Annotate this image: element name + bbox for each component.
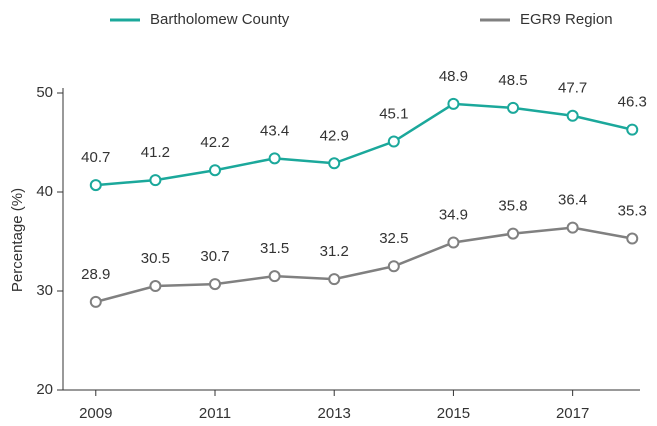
legend-label: EGR9 Region (520, 11, 613, 28)
point (149, 174, 162, 187)
value-label: 30.7 (200, 248, 229, 265)
y-axis-label: Percentage (%) (9, 188, 26, 292)
value-label: 31.5 (260, 240, 289, 257)
point (626, 123, 639, 136)
value-label: 43.4 (260, 122, 289, 139)
value-label: 42.2 (200, 134, 229, 151)
y-tick-label: 40 (36, 183, 53, 200)
x-tick-label: 2013 (318, 405, 351, 422)
value-label: 28.9 (81, 266, 110, 283)
value-label: 42.9 (320, 127, 349, 144)
point (447, 97, 460, 110)
point (208, 278, 221, 291)
point (89, 295, 102, 308)
point (268, 152, 281, 165)
value-label: 32.5 (379, 230, 408, 247)
point (507, 101, 520, 114)
point (566, 221, 579, 234)
point (387, 260, 400, 273)
value-label: 41.2 (141, 144, 170, 161)
series-line (95, 226, 633, 304)
point (268, 270, 281, 283)
value-label: 47.7 (558, 80, 587, 97)
x-tick-label: 2015 (437, 405, 470, 422)
value-label: 30.5 (141, 250, 170, 267)
point (626, 232, 639, 245)
value-label: 48.5 (498, 72, 527, 89)
value-label: 35.3 (618, 202, 647, 219)
point (566, 109, 579, 122)
point (149, 280, 162, 293)
legend-label: Bartholomew County (150, 11, 290, 28)
y-tick-label: 30 (36, 282, 53, 299)
value-label: 46.3 (618, 94, 647, 111)
value-label: 34.9 (439, 206, 468, 223)
point (208, 164, 221, 177)
point (447, 236, 460, 249)
value-label: 48.9 (439, 68, 468, 85)
value-label: 31.2 (320, 243, 349, 260)
value-label: 40.7 (81, 149, 110, 166)
point (89, 179, 102, 192)
value-label: 36.4 (558, 192, 587, 209)
point (328, 157, 341, 170)
point (328, 273, 341, 286)
x-tick-label: 2017 (556, 405, 589, 422)
point (387, 135, 400, 148)
x-tick-label: 2009 (79, 405, 112, 422)
y-tick-label: 20 (36, 381, 53, 398)
value-label: 35.8 (498, 198, 527, 215)
point (507, 227, 520, 240)
series-line (95, 102, 633, 187)
x-tick-label: 2011 (199, 405, 231, 422)
value-label: 45.1 (379, 105, 408, 122)
y-tick-label: 50 (36, 84, 53, 101)
